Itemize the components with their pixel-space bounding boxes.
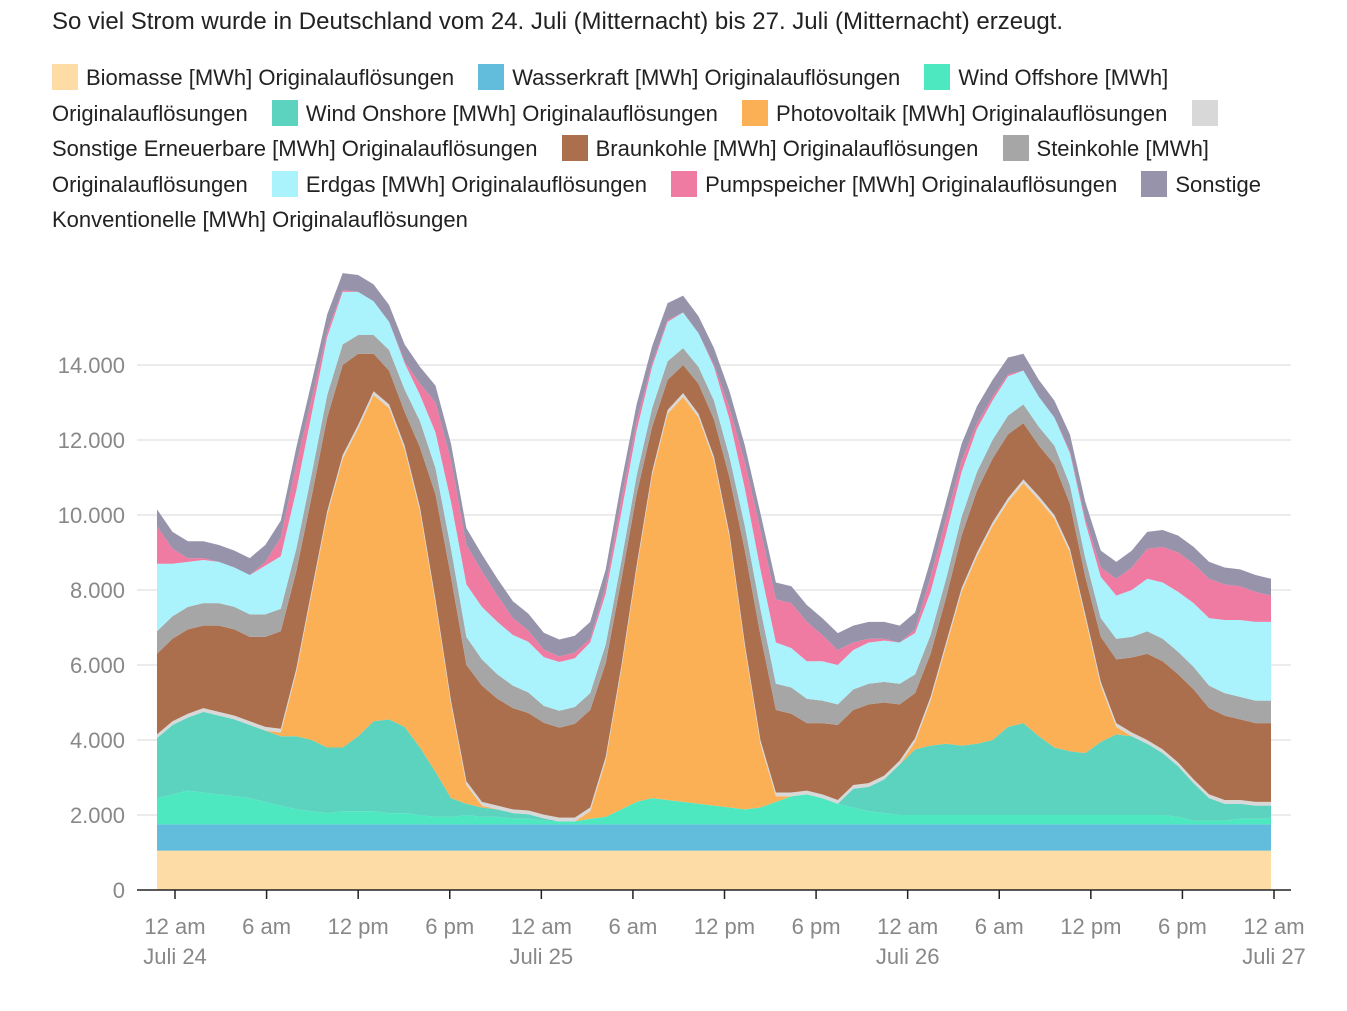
- x-tick-date-label: Juli 24: [143, 944, 207, 969]
- area-series[interactable]: [157, 353, 1271, 818]
- legend-item[interactable]: Braunkohle [MWh] Originalauflösungen: [561, 135, 979, 161]
- x-tick-label: 12 pm: [328, 914, 389, 939]
- legend-label: Pumpspeicher [MWh] Originalauflösungen: [705, 171, 1118, 197]
- y-tick-label: 12.000: [58, 428, 125, 453]
- legend-label: Wind Offshore [MWh] Originalauflösungen: [52, 65, 1169, 126]
- legend-label: Erdgas [MWh] Originalauflösungen: [305, 171, 647, 197]
- x-tick-date-label: Juli 26: [876, 944, 940, 969]
- y-tick-label: 0: [113, 878, 125, 903]
- x-tick-label: 12 am: [877, 914, 938, 939]
- legend-swatch: [478, 64, 505, 90]
- area-series[interactable]: [157, 790, 1271, 825]
- legend-label: Steinkohle [MWh] Originalauflösungen: [52, 136, 1209, 197]
- x-tick-label: 12 pm: [1060, 914, 1121, 939]
- area-series[interactable]: [157, 711, 1271, 822]
- x-tick-label: 6 am: [975, 914, 1024, 939]
- legend-swatch: [271, 170, 298, 197]
- x-tick-date-label: Juli 27: [1242, 944, 1306, 969]
- x-tick-label: 12 am: [1243, 914, 1304, 939]
- legend-item[interactable]: Pumpspeicher [MWh] Originalauflösungen: [671, 170, 1118, 197]
- legend-swatch: [671, 170, 698, 197]
- area-series[interactable]: [157, 291, 1271, 711]
- x-tick-label: 6 pm: [792, 914, 841, 939]
- legend-item[interactable]: Biomasse [MWh] Originalauflösungen: [52, 64, 455, 90]
- legend-label: Sonstige Konventionelle [MWh] Originalau…: [52, 171, 1261, 233]
- legend-label: Braunkohle [MWh] Originalauflösungen: [595, 136, 979, 161]
- y-tick-label: 14.000: [58, 353, 125, 378]
- area-series[interactable]: [157, 395, 1271, 822]
- legend-swatch: [742, 99, 769, 126]
- legend-swatch: [924, 64, 951, 90]
- legend-item[interactable]: Sonstige Konventionelle [MWh] Originalau…: [52, 170, 1261, 233]
- legend-swatch: [271, 99, 298, 126]
- area-series[interactable]: [157, 335, 1271, 728]
- legend-item[interactable]: Wind Onshore [MWh] Originalauflösungen: [271, 99, 718, 126]
- area-series[interactable]: [157, 824, 1271, 851]
- x-tick-label: 6 pm: [425, 914, 474, 939]
- legend-label: Sonstige Erneuerbare [MWh] Originalauflö…: [52, 136, 538, 161]
- y-tick-label: 4.000: [70, 728, 125, 753]
- legend-label: Wind Onshore [MWh] Originalauflösungen: [305, 100, 718, 126]
- legend-item[interactable]: Wind Offshore [MWh] Originalauflösungen: [52, 64, 1169, 126]
- y-tick-label: 10.000: [58, 503, 125, 528]
- x-tick-label: 6 pm: [1158, 914, 1207, 939]
- y-tick-label: 2.000: [70, 803, 125, 828]
- x-tick-label: 12 pm: [694, 914, 755, 939]
- x-tick-label: 6 am: [242, 914, 291, 939]
- legend: Biomasse [MWh] Originalauflösungen Wasse…: [52, 60, 1302, 238]
- x-tick-date-label: Juli 25: [510, 944, 574, 969]
- chart-title: So viel Strom wurde in Deutschland vom 2…: [52, 8, 1064, 35]
- legend-swatch: [561, 135, 588, 161]
- legend-item[interactable]: Photovoltaik [MWh] Originalauflösungen: [742, 99, 1168, 126]
- legend-item[interactable]: Steinkohle [MWh] Originalauflösungen: [52, 135, 1209, 197]
- x-tick-label: 12 am: [144, 914, 205, 939]
- legend-swatch: [1002, 135, 1029, 161]
- legend-swatch: [52, 64, 78, 90]
- area-series[interactable]: [157, 850, 1271, 890]
- legend-label: Photovoltaik [MWh] Originalauflösungen: [776, 100, 1168, 126]
- x-tick-label: 12 am: [511, 914, 572, 939]
- y-tick-label: 8.000: [70, 578, 125, 603]
- legend-swatch: [1141, 170, 1168, 197]
- legend-swatch: [1191, 99, 1218, 126]
- legend-label: Biomasse [MWh] Originalauflösungen: [86, 65, 455, 90]
- legend-item[interactable]: Sonstige Erneuerbare [MWh] Originalauflö…: [52, 99, 1226, 161]
- area-series[interactable]: [157, 273, 1271, 657]
- y-tick-label: 6.000: [70, 653, 125, 678]
- legend-label: Wasserkraft [MWh] Originalauflösungen: [512, 65, 901, 90]
- x-tick-label: 6 am: [608, 914, 657, 939]
- legend-item[interactable]: Wasserkraft [MWh] Originalauflösungen: [478, 64, 901, 90]
- legend-item[interactable]: Erdgas [MWh] Originalauflösungen: [271, 170, 647, 197]
